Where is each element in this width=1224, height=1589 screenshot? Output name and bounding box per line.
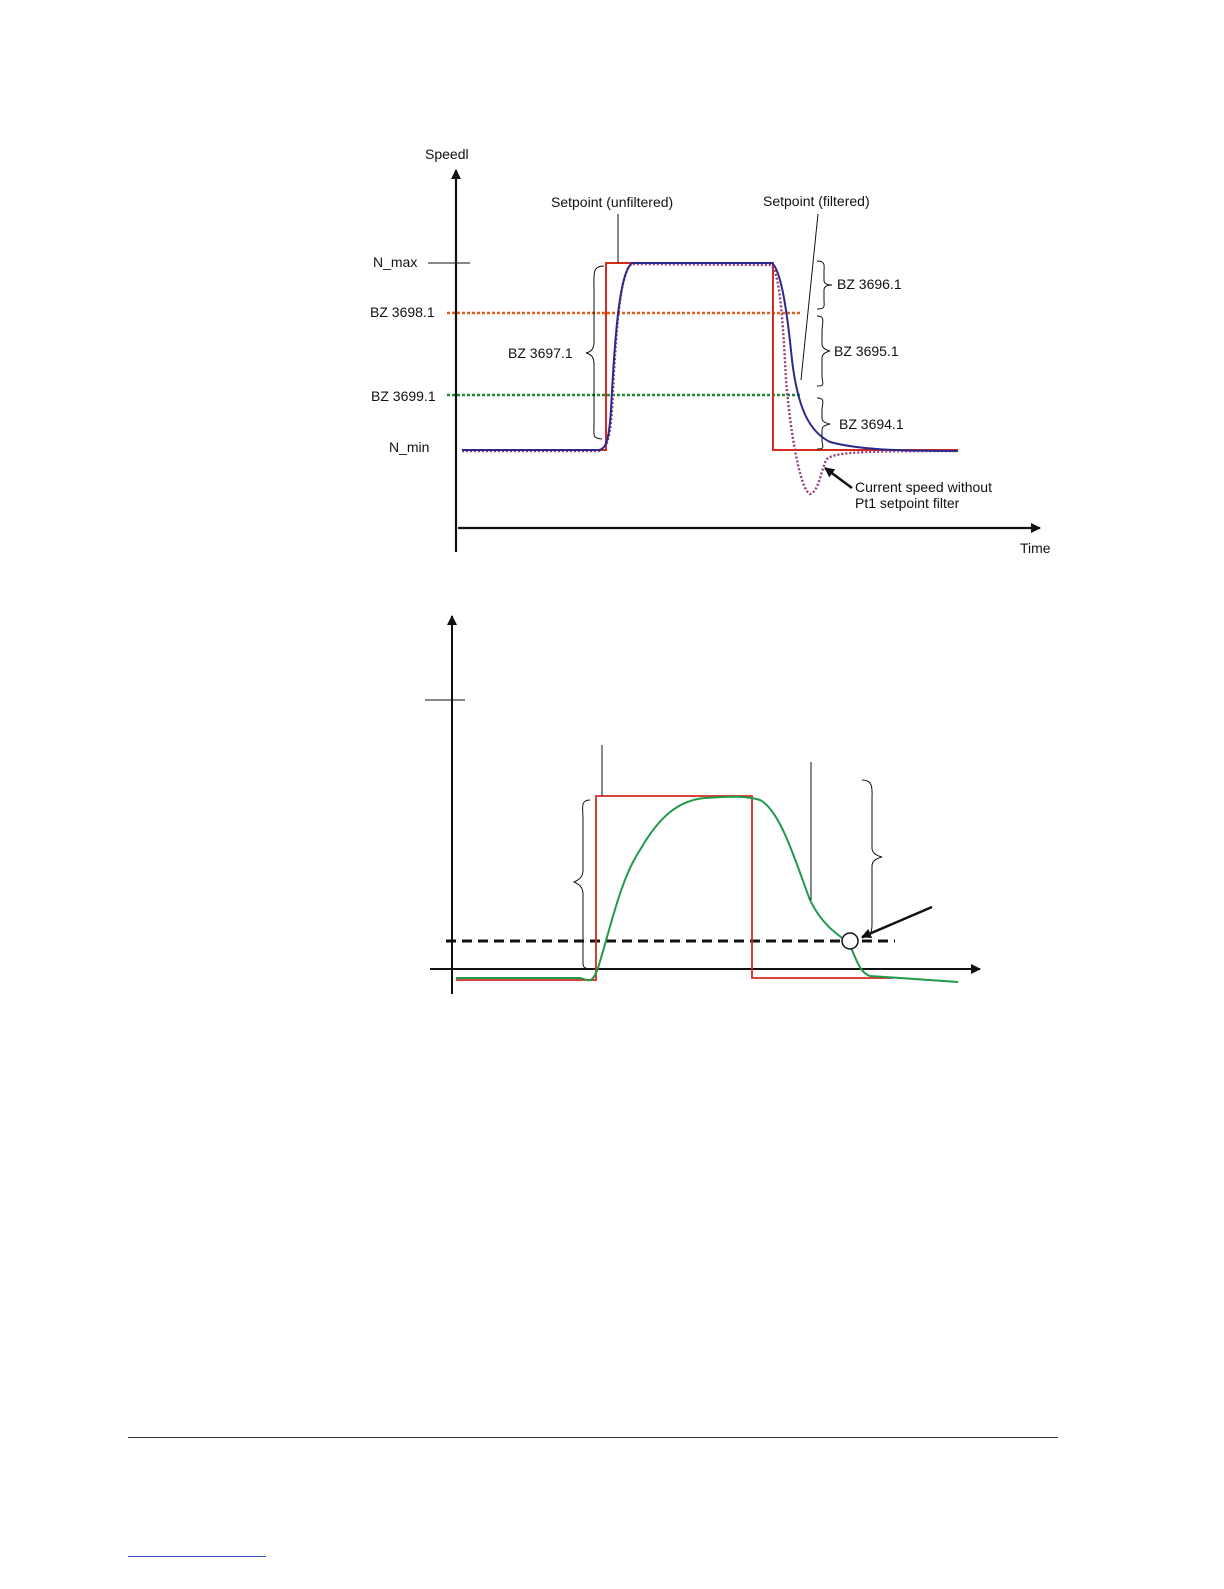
y-axis-label: Speedl — [425, 146, 469, 162]
setpoint-unfiltered-callout: Setpoint (unfiltered) — [551, 194, 673, 210]
pointer-arrow-icon — [861, 905, 933, 939]
lower-left-brace — [572, 799, 591, 970]
speed-without-filter-callout-line2: Pt1 setpoint filter — [855, 495, 960, 511]
circle-marker-icon — [841, 932, 859, 950]
lower-diagram — [425, 615, 981, 994]
bz3699-label: BZ 3699.1 — [371, 388, 436, 404]
setpoint-filtered-leader — [800, 213, 819, 381]
bz3697-label: BZ 3697.1 — [508, 345, 573, 361]
setpoint-filtered-curve — [462, 262, 959, 452]
lower-setpoint-curve — [456, 795, 893, 981]
bz3696-label: BZ 3696.1 — [837, 276, 902, 292]
bz3694-brace — [816, 397, 831, 450]
bz3695-label: BZ 3695.1 — [834, 343, 899, 359]
bz3696-brace — [816, 260, 833, 310]
setpoint-filtered-callout: Setpoint (filtered) — [763, 193, 870, 209]
speed-without-filter-arrow — [824, 466, 853, 490]
speed-without-filter-curve — [462, 262, 959, 496]
upper-diagram: Speedl Time N_max BZ 3698.1 BZ 3699.1 N_… — [370, 146, 1051, 556]
n-min-label: N_min — [389, 439, 429, 455]
lower-speed-curve — [456, 795, 959, 983]
speed-without-filter-callout-line1: Current speed without — [855, 479, 992, 495]
x-axis-label: Time — [1020, 540, 1051, 556]
bz3697-brace — [585, 265, 605, 440]
footer-link-underline — [128, 1556, 266, 1557]
footer-rule — [128, 1437, 1058, 1438]
lower-right-brace — [861, 779, 883, 939]
bz3698-label: BZ 3698.1 — [370, 304, 435, 320]
bz3695-brace — [816, 315, 831, 387]
bz3694-label: BZ 3694.1 — [839, 416, 904, 432]
n-max-label: N_max — [373, 254, 417, 270]
